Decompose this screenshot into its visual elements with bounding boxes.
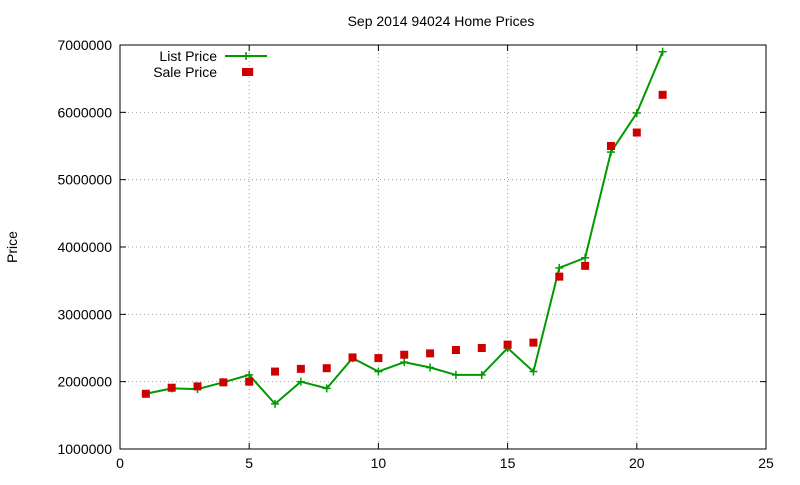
y-tick-label: 4000000 (57, 239, 112, 255)
sale-price-point (400, 350, 409, 359)
y-tick-label: 2000000 (57, 374, 112, 390)
chart-title: Sep 2014 94024 Home Prices (348, 13, 535, 29)
x-tick-label: 0 (116, 455, 124, 471)
sale-price-point (555, 272, 564, 281)
list-price-point (632, 109, 641, 118)
list-price-point (426, 363, 435, 372)
list-price-point (477, 370, 486, 379)
sale-price-point (451, 346, 460, 355)
y-tick-label: 6000000 (57, 104, 112, 120)
y-tick-label: 1000000 (57, 441, 112, 457)
sale-price-point (167, 383, 176, 392)
sale-price-point (426, 349, 435, 358)
legend-label: Sale Price (153, 64, 217, 80)
sale-price-point (477, 344, 486, 352)
x-tick-label: 20 (629, 455, 645, 471)
sale-price-point (503, 340, 512, 349)
sale-price-point (658, 90, 667, 99)
sale-price-point (193, 382, 202, 391)
y-axis-label: Price (4, 231, 20, 263)
list-price-point (581, 253, 590, 262)
list-price-point (245, 370, 254, 379)
sale-price-point (348, 353, 357, 362)
list-price-point (555, 263, 564, 272)
legend-label: List Price (159, 48, 217, 64)
sale-price-point (322, 364, 331, 373)
sale-price-point (296, 364, 305, 373)
list-price-point (400, 358, 409, 367)
x-tick-label: 25 (758, 455, 774, 471)
sale-price-point (529, 338, 538, 347)
x-tick-label: 10 (371, 455, 387, 471)
list-price-point (658, 47, 667, 56)
list-price-point (296, 377, 305, 386)
sale-price-point (245, 377, 254, 386)
sale-price-point (606, 142, 615, 150)
data-series (141, 47, 667, 408)
x-tick-label: 5 (245, 455, 253, 471)
series-sale-price (141, 67, 667, 398)
list-price-point (322, 384, 331, 393)
sale-price-point (271, 367, 280, 376)
list-price-point (451, 370, 460, 379)
list-price-point (374, 367, 383, 376)
legend-square-marker (242, 68, 250, 76)
y-tick-label: 5000000 (57, 172, 112, 188)
y-tick-label: 3000000 (57, 306, 112, 322)
x-tick-label: 15 (500, 455, 516, 471)
list-price-point (271, 399, 280, 408)
sale-price-point (141, 389, 150, 398)
axes: 0 5 10 15 20 25 1000000 2000000 3000000 4000000 50… (57, 37, 774, 471)
sale-price-point (632, 128, 641, 137)
legend-plus-marker (242, 52, 250, 60)
sale-price-point (581, 261, 590, 270)
y-tick-label: 7000000 (57, 37, 112, 53)
sale-price-point (219, 378, 228, 387)
list-price-point (529, 367, 538, 376)
grid-lines (120, 45, 766, 449)
sale-price-point (374, 354, 383, 363)
